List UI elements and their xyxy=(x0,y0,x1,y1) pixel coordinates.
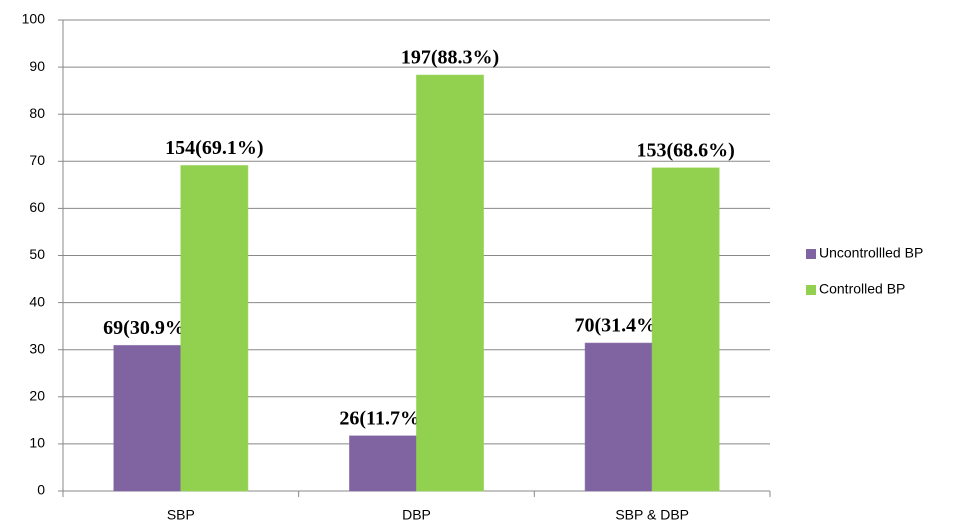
x-tick-label: SBP xyxy=(167,507,195,523)
bar xyxy=(416,74,484,492)
legend-swatch xyxy=(806,285,816,295)
y-tick-label: 70 xyxy=(29,152,45,168)
y-tick-label: 20 xyxy=(29,388,45,404)
legend-label: Controlled BP xyxy=(819,281,905,297)
x-tick-label: DBP xyxy=(402,507,431,523)
y-tick-label: 80 xyxy=(29,105,45,121)
bar xyxy=(584,342,653,492)
y-tick-label: 90 xyxy=(29,58,45,74)
value-label: 154(69.1%) xyxy=(165,137,263,159)
x-tick-label: SBP & DBP xyxy=(615,507,689,523)
value-label: 70(31.4%) xyxy=(575,315,663,337)
y-tick-label: 100 xyxy=(22,11,46,27)
y-tick-label: 40 xyxy=(29,293,45,309)
legend-swatch xyxy=(806,249,816,259)
value-label: 197(88.3%) xyxy=(401,47,499,69)
value-label: 69(30.9%) xyxy=(103,317,191,339)
bar xyxy=(180,165,249,492)
value-label: 153(68.6%) xyxy=(637,139,735,161)
bar xyxy=(113,344,182,492)
legend-label: Uncontrollled BP xyxy=(819,245,923,261)
y-tick-label: 0 xyxy=(37,482,45,498)
y-tick-label: 60 xyxy=(29,199,45,215)
value-label: 26(11.7%) xyxy=(339,407,426,429)
y-tick-label: 10 xyxy=(29,435,45,451)
bar xyxy=(651,167,720,492)
y-tick-label: 50 xyxy=(29,246,45,262)
bar xyxy=(349,435,417,492)
y-tick-label: 30 xyxy=(29,340,45,356)
